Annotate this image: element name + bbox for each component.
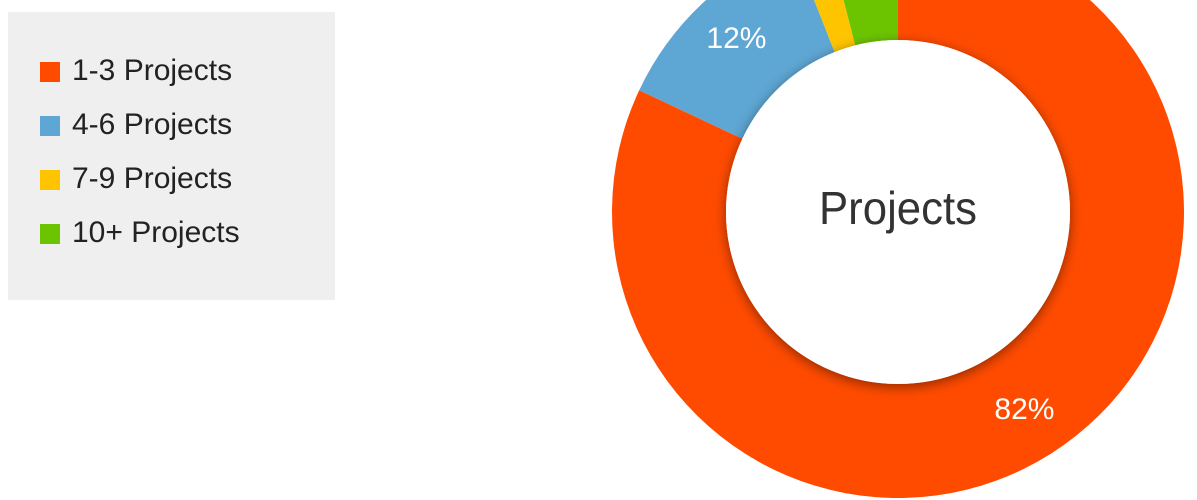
legend-swatch bbox=[40, 224, 60, 244]
donut-segment bbox=[814, 0, 856, 53]
chart-title: Projects bbox=[819, 182, 977, 234]
value-label: 82% bbox=[994, 393, 1054, 426]
donut-hole bbox=[726, 40, 1070, 384]
legend-swatch bbox=[40, 116, 60, 136]
legend-swatch bbox=[40, 170, 60, 190]
donut-segment bbox=[843, 0, 898, 46]
value-label: 12% bbox=[706, 22, 766, 55]
legend-label: 7-9 Projects bbox=[72, 162, 232, 195]
donut-segment bbox=[639, 0, 835, 139]
legend-label: 1-3 Projects bbox=[72, 54, 232, 87]
legend-label: 10+ Projects bbox=[72, 216, 240, 249]
legend-label: 4-6 Projects bbox=[72, 108, 232, 141]
legend-swatch bbox=[40, 62, 60, 82]
legend-box bbox=[8, 12, 335, 300]
donut-segment bbox=[611, 0, 1184, 498]
